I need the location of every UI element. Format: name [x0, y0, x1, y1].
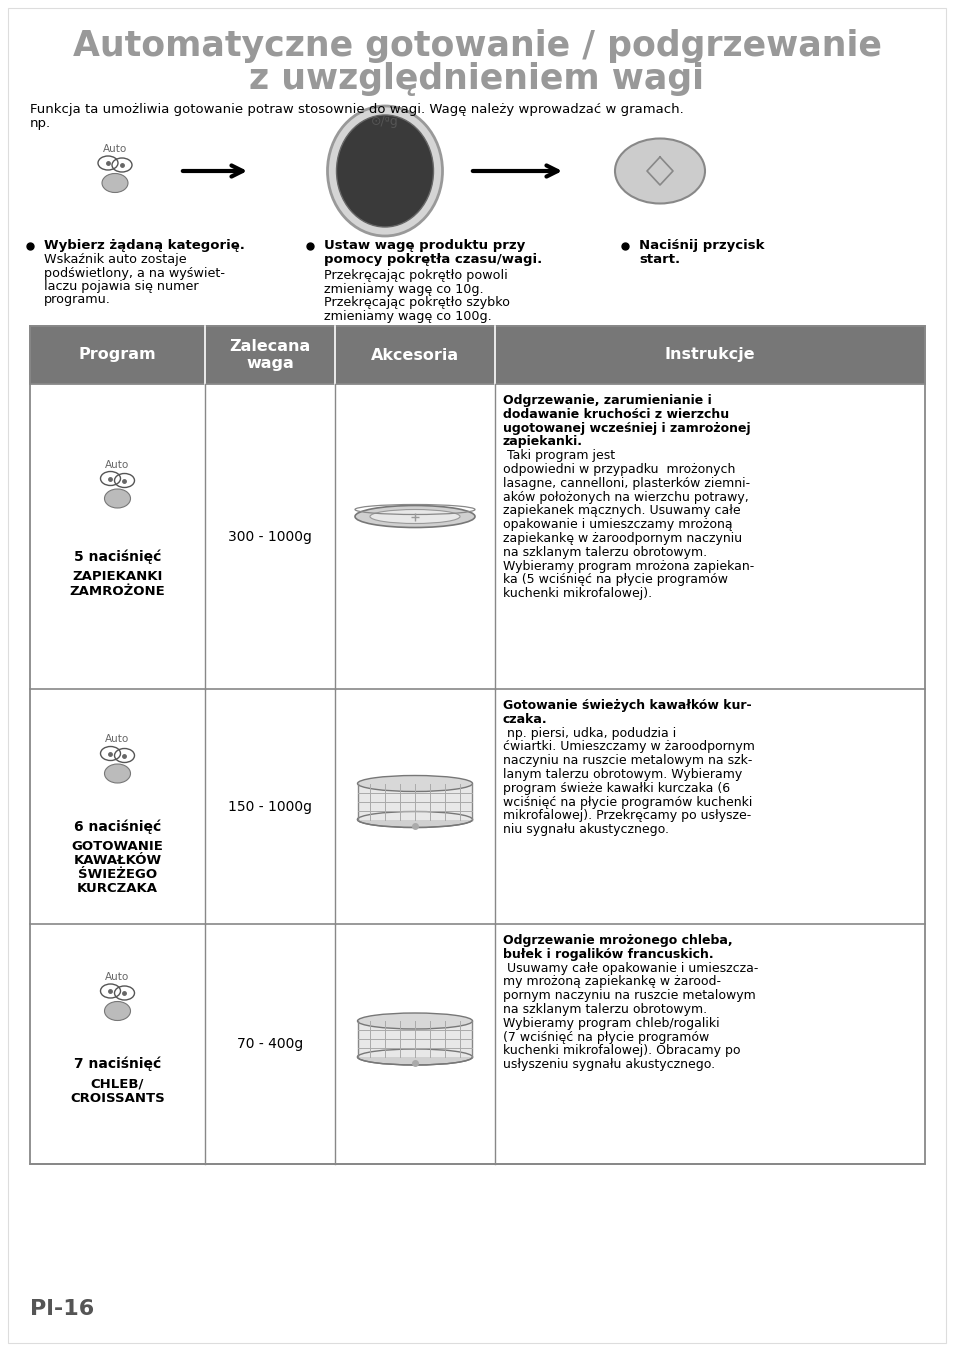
Text: GOTOWANIE: GOTOWANIE: [71, 840, 163, 852]
Ellipse shape: [355, 505, 475, 527]
Text: Auto: Auto: [105, 971, 130, 982]
Text: kuchenki mikrofalowej).: kuchenki mikrofalowej).: [502, 588, 652, 600]
Text: Zalecana
waga: Zalecana waga: [229, 339, 311, 372]
Text: KURCZAKA: KURCZAKA: [77, 882, 158, 894]
Ellipse shape: [357, 775, 472, 792]
Text: 7 naciśnięć: 7 naciśnięć: [73, 1056, 161, 1071]
Ellipse shape: [105, 1001, 131, 1020]
Text: Akcesoria: Akcesoria: [371, 347, 458, 362]
Text: Wskaźnik auto zostaje: Wskaźnik auto zostaje: [44, 253, 187, 266]
Text: CROISSANTS: CROISSANTS: [71, 1093, 165, 1105]
Text: na szklanym talerzu obrotowym.: na szklanym talerzu obrotowym.: [502, 546, 706, 559]
Text: 70 - 400g: 70 - 400g: [236, 1038, 303, 1051]
Text: Odgrzewanie mrożonego chleba,: Odgrzewanie mrożonego chleba,: [502, 934, 732, 947]
Text: lasagne, cannelloni, plasterków ziemni-: lasagne, cannelloni, plasterków ziemni-: [502, 477, 749, 490]
Text: pomocy pokrętła czasu/wagi.: pomocy pokrętła czasu/wagi.: [324, 253, 541, 266]
Text: KAWAŁKÓW: KAWAŁKÓW: [73, 854, 161, 867]
Ellipse shape: [336, 115, 433, 227]
Text: odpowiedni w przypadku  mrożonych: odpowiedni w przypadku mrożonych: [502, 463, 735, 476]
Text: 6 naciśnięć: 6 naciśnięć: [73, 819, 161, 834]
FancyBboxPatch shape: [30, 326, 924, 1165]
Ellipse shape: [105, 489, 131, 508]
Text: 300 - 1000g: 300 - 1000g: [228, 530, 312, 543]
Text: pornym naczyniu na ruszcie metalowym: pornym naczyniu na ruszcie metalowym: [502, 989, 755, 1002]
Text: zapiekankę w żaroodpornym naczyniu: zapiekankę w żaroodpornym naczyniu: [502, 532, 741, 544]
Text: Instrukcje: Instrukcje: [664, 347, 755, 362]
Text: Funkcja ta umożliwia gotowanie potraw stosownie do wagi. Wagę należy wprowadzać : Funkcja ta umożliwia gotowanie potraw st…: [30, 103, 683, 115]
Text: zapiekanek mącznych. Usuwamy całe: zapiekanek mącznych. Usuwamy całe: [502, 504, 740, 517]
Text: Wybierz żądaną kategorię.: Wybierz żądaną kategorię.: [44, 239, 245, 253]
Text: ćwiartki. Umieszczamy w żaroodpornym: ćwiartki. Umieszczamy w żaroodpornym: [502, 740, 754, 754]
Ellipse shape: [357, 812, 472, 828]
Text: na szklanym talerzu obrotowym.: na szklanym talerzu obrotowym.: [502, 1002, 706, 1016]
Text: kuchenki mikrofalowej). Obracamy po: kuchenki mikrofalowej). Obracamy po: [502, 1044, 740, 1058]
Ellipse shape: [370, 509, 459, 523]
Text: mikrofalowej). Przekręcamy po usłysze-: mikrofalowej). Przekręcamy po usłysze-: [502, 809, 750, 823]
Text: Automatyczne gotowanie / podgrzewanie: Automatyczne gotowanie / podgrzewanie: [72, 28, 881, 63]
Text: czaka.: czaka.: [502, 713, 547, 725]
Text: z uwzględnieniem wagi: z uwzględnieniem wagi: [250, 62, 703, 96]
Text: ZAPIEKANKI: ZAPIEKANKI: [72, 570, 163, 584]
Text: (7 wciśnięć na płycie programów: (7 wciśnięć na płycie programów: [502, 1031, 708, 1043]
Text: Usuwamy całe opakowanie i umieszcza-: Usuwamy całe opakowanie i umieszcza-: [502, 962, 758, 974]
Ellipse shape: [102, 173, 128, 192]
FancyBboxPatch shape: [357, 784, 472, 820]
FancyBboxPatch shape: [357, 1021, 472, 1056]
Text: ⊙/ᵍg: ⊙/ᵍg: [371, 115, 398, 127]
Text: lanym talerzu obrotowym. Wybieramy: lanym talerzu obrotowym. Wybieramy: [502, 767, 741, 781]
Ellipse shape: [327, 105, 442, 236]
Text: opakowanie i umieszczamy mrożoną: opakowanie i umieszczamy mrożoną: [502, 519, 732, 531]
Text: Przekręcając pokrętło szybko: Przekręcając pokrętło szybko: [324, 296, 510, 309]
Text: Auto: Auto: [105, 459, 130, 470]
FancyBboxPatch shape: [30, 326, 924, 384]
Text: zmieniamy wagę co 10g.: zmieniamy wagę co 10g.: [324, 282, 483, 296]
Text: zmieniamy wagę co 100g.: zmieniamy wagę co 100g.: [324, 309, 491, 323]
Text: aków położonych na wierzchu potrawy,: aków położonych na wierzchu potrawy,: [502, 490, 748, 504]
Text: Wybieramy program chleb/rogaliki: Wybieramy program chleb/rogaliki: [502, 1017, 719, 1029]
Text: 5 naciśnięć: 5 naciśnięć: [73, 550, 161, 563]
Ellipse shape: [357, 1048, 472, 1065]
Text: Wybieramy program mrożona zapiekan-: Wybieramy program mrożona zapiekan-: [502, 559, 754, 573]
Text: usłyszeniu sygnału akustycznego.: usłyszeniu sygnału akustycznego.: [502, 1058, 715, 1071]
Text: my mrożoną zapiekankę w żarood-: my mrożoną zapiekankę w żarood-: [502, 975, 720, 989]
Text: programu.: programu.: [44, 293, 111, 307]
Text: bułek i rogalików francuskich.: bułek i rogalików francuskich.: [502, 948, 713, 961]
Text: Ustaw wagę produktu przy: Ustaw wagę produktu przy: [324, 239, 525, 253]
Text: Przekręcając pokrętło powoli: Przekręcając pokrętło powoli: [324, 269, 507, 282]
Ellipse shape: [615, 139, 704, 204]
Text: niu sygnału akustycznego.: niu sygnału akustycznego.: [502, 823, 668, 836]
Text: Gotowanie świeżych kawałków kur-: Gotowanie świeżych kawałków kur-: [502, 698, 751, 712]
Text: Taki program jest: Taki program jest: [502, 449, 615, 462]
Text: Naciśnij przycisk: Naciśnij przycisk: [639, 239, 763, 253]
Text: Odgrzewanie, zarumienianie i: Odgrzewanie, zarumienianie i: [502, 394, 711, 407]
Text: ugotowanej wcześniej i zamrożonej: ugotowanej wcześniej i zamrożonej: [502, 422, 750, 435]
Text: naczyniu na ruszcie metalowym na szk-: naczyniu na ruszcie metalowym na szk-: [502, 754, 752, 767]
Text: wciśnięć na płycie programów kuchenki: wciśnięć na płycie programów kuchenki: [502, 796, 752, 809]
Text: podświetlony, a na wyświet-: podświetlony, a na wyświet-: [44, 266, 225, 280]
Text: dodawanie kruchości z wierzchu: dodawanie kruchości z wierzchu: [502, 408, 728, 420]
Text: CHLEB/: CHLEB/: [91, 1078, 144, 1090]
Text: np. piersi, udka, podudzia i: np. piersi, udka, podudzia i: [502, 727, 676, 739]
Text: Pl-16: Pl-16: [30, 1300, 94, 1319]
Text: ŚWIEŻEGO: ŚWIEŻEGO: [78, 867, 157, 881]
Text: Program: Program: [78, 347, 156, 362]
Text: zapiekanki.: zapiekanki.: [502, 435, 582, 449]
Text: Auto: Auto: [105, 735, 130, 744]
Text: program świeże kawałki kurczaka (6: program świeże kawałki kurczaka (6: [502, 782, 729, 794]
Text: 150 - 1000g: 150 - 1000g: [228, 800, 312, 813]
Text: ka (5 wciśnięć na płycie programów: ka (5 wciśnięć na płycie programów: [502, 573, 727, 586]
Text: Auto: Auto: [103, 145, 127, 154]
Ellipse shape: [357, 1013, 472, 1029]
Ellipse shape: [105, 765, 131, 784]
Text: np.: np.: [30, 116, 51, 130]
Text: laczu pojawia się numer: laczu pojawia się numer: [44, 280, 198, 293]
Text: ZAMROŻONE: ZAMROŻONE: [70, 585, 165, 598]
Text: start.: start.: [639, 253, 679, 266]
